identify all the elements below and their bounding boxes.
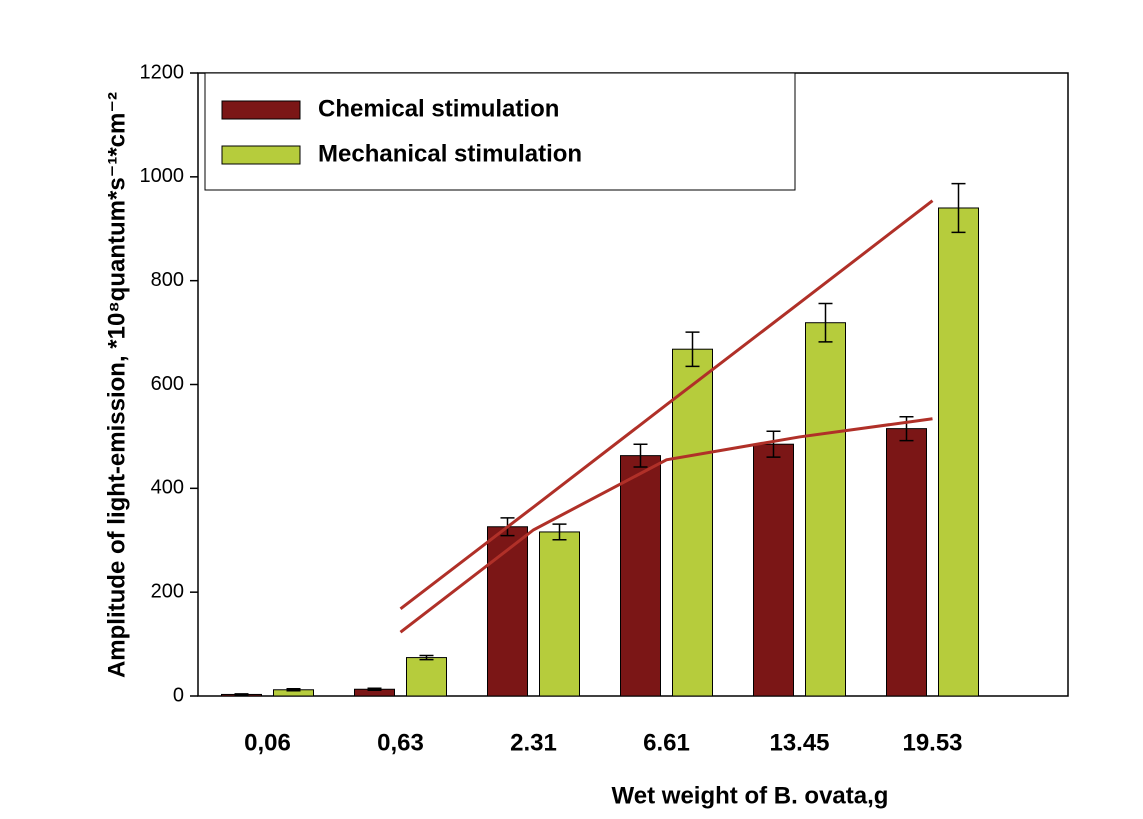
trend-line bbox=[399, 417, 933, 634]
x-tick-label: 2.31 bbox=[510, 729, 557, 756]
y-tick-label: 200 bbox=[151, 580, 184, 602]
error-bar bbox=[367, 687, 382, 692]
bar bbox=[753, 443, 794, 697]
x-tick-label: 0,63 bbox=[377, 729, 424, 756]
bar bbox=[805, 322, 846, 697]
legend-box bbox=[204, 72, 796, 191]
bar bbox=[539, 531, 580, 697]
error-bar bbox=[899, 415, 914, 442]
error-bar bbox=[633, 443, 648, 468]
x-tick-label: 0,06 bbox=[244, 729, 291, 756]
x-axis-label: Wet weight of B. ovata,g bbox=[612, 782, 889, 809]
trend-line bbox=[399, 199, 934, 610]
error-bar bbox=[419, 654, 434, 661]
bar bbox=[620, 455, 661, 697]
x-tick-label: 19.53 bbox=[902, 729, 962, 756]
error-bar bbox=[818, 302, 833, 343]
bar bbox=[672, 348, 713, 697]
legend-swatch bbox=[221, 100, 301, 120]
y-tick-label: 600 bbox=[151, 373, 184, 395]
x-tick-label: 13.45 bbox=[769, 729, 829, 756]
error-bar bbox=[766, 430, 781, 458]
error-bar bbox=[951, 182, 966, 234]
error-bar bbox=[552, 523, 567, 541]
y-tick-label: 1200 bbox=[140, 61, 185, 83]
y-tick-label: 1000 bbox=[140, 165, 185, 187]
error-bar bbox=[685, 331, 700, 368]
error-bar bbox=[234, 693, 249, 696]
y-tick-label: 0 bbox=[173, 684, 184, 706]
bar bbox=[886, 428, 927, 697]
x-tick-label: 6.61 bbox=[643, 729, 690, 756]
legend-label: Mechanical stimulation bbox=[318, 140, 582, 167]
y-tick-label: 800 bbox=[151, 269, 184, 291]
y-tick-label: 400 bbox=[151, 477, 184, 499]
legend-label: Chemical stimulation bbox=[318, 95, 559, 122]
y-axis-label: Amplitude of light-emission, *10⁸quantum… bbox=[103, 92, 130, 678]
bar bbox=[406, 657, 447, 697]
error-bar bbox=[286, 687, 301, 692]
bar bbox=[938, 207, 979, 697]
bar bbox=[487, 526, 528, 697]
legend-swatch bbox=[221, 145, 301, 165]
